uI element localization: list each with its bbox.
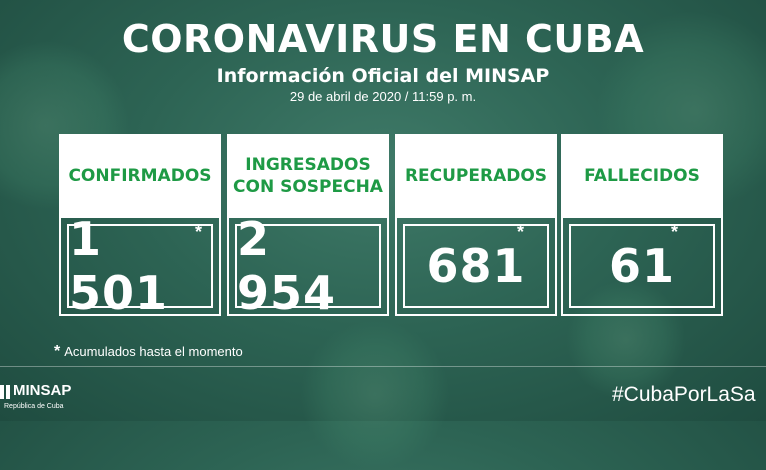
- logo-name: MINSAP: [13, 382, 72, 399]
- stat-card-recuperados: RECUPERADOS 681 *: [395, 134, 557, 316]
- asterisk-marker: *: [195, 222, 203, 242]
- report-date: 29 de abril de 2020 / 11:59 p. m.: [289, 89, 477, 104]
- stat-card-label-line1: FALLECIDOS: [584, 166, 700, 186]
- stat-card-label: CONFIRMADOS: [59, 134, 221, 218]
- cuba-flag-icon: [0, 385, 10, 399]
- stat-card-value: 61: [608, 239, 675, 293]
- stat-card-value: 2 954: [237, 212, 337, 320]
- page-title: CORONAVIRUS EN CUBA: [121, 17, 645, 61]
- stat-card-value-frame: 2 954: [227, 212, 389, 320]
- stat-card-value-frame: 61 *: [561, 218, 723, 316]
- stat-card-label-line1: INGRESADOS: [245, 155, 371, 175]
- stat-card-inner-frame: 61: [569, 224, 715, 308]
- stat-card-inner-frame: 2 954: [235, 212, 381, 320]
- logo-subtitle: República de Cuba: [4, 403, 64, 410]
- footer-divider: [0, 366, 766, 367]
- stat-card-fallecidos: FALLECIDOS 61 *: [561, 134, 723, 316]
- stat-card-value-frame: 1 501 *: [59, 212, 221, 320]
- stat-card-confirmados: CONFIRMADOS 1 501 *: [59, 134, 221, 320]
- stat-card-ingresados: INGRESADOS CON SOSPECHA 2 954: [227, 134, 389, 320]
- minsap-logo: MINSAP República de Cuba: [0, 380, 90, 416]
- stat-card-inner-frame: 681: [403, 224, 549, 308]
- stat-card-inner-frame: 1 501: [67, 212, 213, 320]
- footnote-text: Acumulados hasta el momento: [64, 344, 243, 359]
- footnote: * Acumulados hasta el momento: [54, 343, 243, 361]
- asterisk-marker: *: [517, 222, 525, 242]
- stat-card-label-line1: RECUPERADOS: [404, 166, 548, 186]
- stat-card-label-line2: CON SOSPECHA: [233, 177, 383, 197]
- stat-card-label: RECUPERADOS: [395, 134, 557, 218]
- stat-card-value-frame: 681 *: [395, 218, 557, 316]
- asterisk-marker: *: [671, 222, 679, 242]
- stat-card-value: 1 501: [69, 212, 169, 320]
- stat-card-label: FALLECIDOS: [561, 134, 723, 218]
- hashtag: #CubaPorLaSa: [612, 383, 756, 406]
- page-subtitle: Información Oficial del MINSAP: [216, 65, 550, 87]
- stat-card-label-line1: CONFIRMADOS: [68, 166, 212, 186]
- virus-background-decoration: [300, 320, 450, 470]
- footnote-asterisk: *: [54, 343, 61, 360]
- stat-card-value: 681: [426, 239, 526, 293]
- stat-card-label: INGRESADOS CON SOSPECHA: [227, 134, 389, 218]
- virus-background-decoration: [566, 280, 686, 400]
